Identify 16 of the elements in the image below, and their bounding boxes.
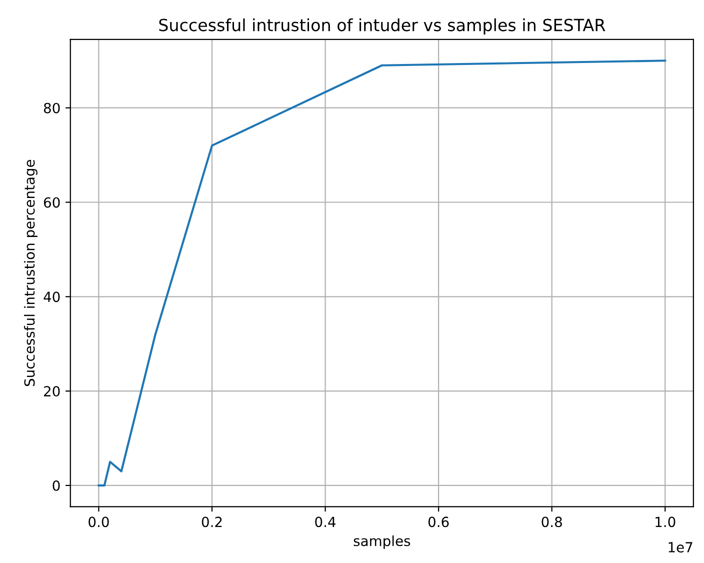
x-tick-label: 1.0 <box>656 516 676 528</box>
x-tick-label: 0.8 <box>542 516 562 528</box>
text: 1e7 <box>668 542 692 552</box>
y-tick-label: 80 <box>44 102 60 114</box>
y-tick-label: 40 <box>44 292 60 302</box>
y-axis-title: Successful intrustion percentage <box>24 160 38 386</box>
x-axis-title: samples <box>354 535 410 549</box>
chart-title: Successful intrustion of intuder vs samples in SESTAR <box>159 18 606 35</box>
y-tick-label: 60 <box>44 197 60 208</box>
y-tick-label: 20 <box>44 386 60 397</box>
x-tick-label: 0.4 <box>315 516 336 528</box>
x-tick-label: 0.0 <box>88 516 109 528</box>
y-tick-label: 0 <box>52 480 60 491</box>
x-tick-label: 0.2 <box>202 516 222 528</box>
line-series <box>98 60 666 487</box>
x-tick-label: 0.6 <box>428 516 449 528</box>
